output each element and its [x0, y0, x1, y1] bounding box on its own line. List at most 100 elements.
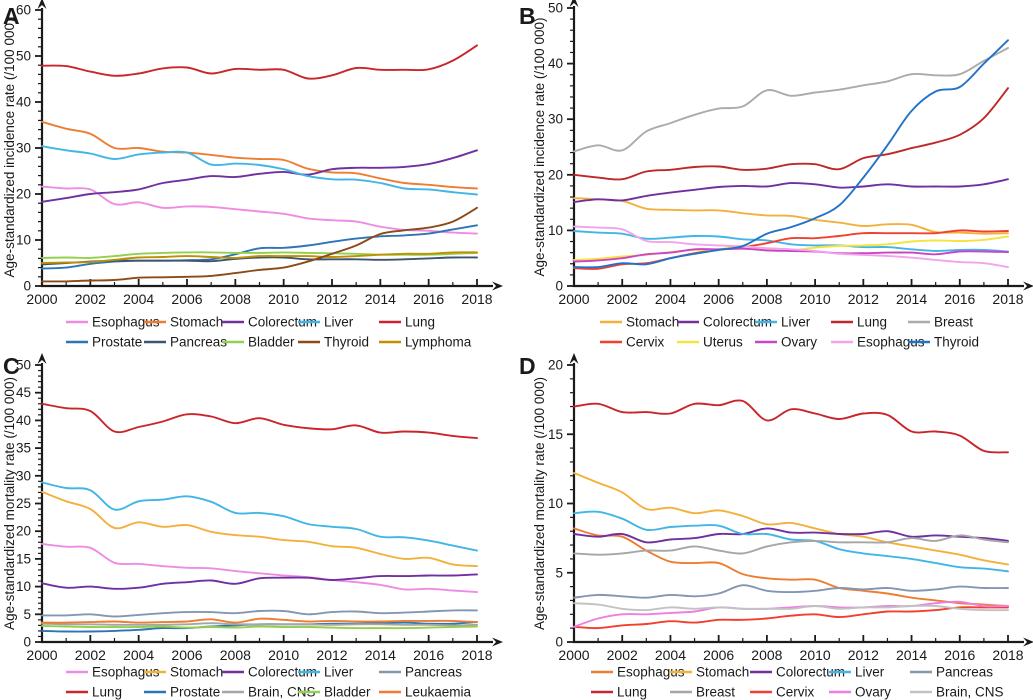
series-line-stomach [573, 197, 1009, 235]
panel-a-incidence-chart: 0 10 20 30 40 50 60 2000 2002 2004 2006 2008 2010 201… [2, 0, 503, 350]
x-tick-label: 2014 [365, 647, 396, 663]
series-line-brain-cns [573, 602, 1009, 612]
series-line-colorectum [41, 149, 478, 203]
legend-label-esophagus: Esophagus [92, 315, 160, 330]
y-tick-label: 45 [16, 385, 31, 400]
series-line-lung [573, 87, 1009, 181]
legend-label-thyroid: Thyroid [324, 335, 369, 350]
x-tick-label: 2012 [316, 291, 347, 307]
x-tick-label: 2000 [26, 647, 57, 663]
x-tick-label: 2008 [751, 647, 782, 663]
series-line-lung [41, 402, 478, 440]
legend-label-pancreas: Pancreas [170, 335, 227, 350]
legend-label-colorectum: Colorectum [776, 665, 845, 680]
x-tick-label: 2018 [461, 647, 492, 663]
x-tick-label: 2014 [896, 291, 927, 307]
y-tick-label: 35 [16, 441, 31, 456]
series-line-thyroid [41, 206, 478, 283]
legend-label-cervix: Cervix [626, 335, 665, 350]
y-tick-label: 5 [555, 565, 563, 580]
x-axis-arrow-icon [492, 281, 503, 291]
y-tick-label: 20 [548, 167, 563, 182]
series-line-esophagus [41, 542, 478, 594]
y-tick-label: 40 [548, 56, 563, 71]
x-tick-label: 2000 [558, 291, 589, 307]
legend-label-lung: Lung [92, 685, 122, 700]
y-axis-arrow-icon [569, 0, 579, 7]
series-line-breast [573, 47, 1009, 153]
x-tick-label: 2010 [800, 647, 831, 663]
x-tick-label: 2008 [220, 291, 251, 307]
y-tick-label: 50 [548, 1, 563, 16]
x-tick-label: 2002 [607, 647, 638, 663]
x-tick-label: 2008 [220, 647, 251, 663]
panel-letter: D [519, 353, 536, 379]
legend-label-stomach: Stomach [170, 665, 223, 680]
y-tick-label: 5 [23, 607, 31, 622]
legend-label-prostate: Prostate [92, 335, 142, 350]
series-line-stomach [573, 472, 1009, 566]
legend-label-stomach: Stomach [170, 315, 223, 330]
series-line-lymphoma [41, 251, 478, 264]
panel-letter: B [519, 3, 536, 29]
legend-label-pancreas: Pancreas [405, 665, 462, 680]
x-tick-label: 2012 [848, 291, 879, 307]
y-axis-title: Age-standardized incidence rate (/100 00… [2, 19, 17, 278]
legend-label-ovary: Ovary [781, 335, 817, 350]
series-line-ovary [573, 247, 1009, 263]
series-line-pancreas [41, 609, 478, 618]
legend-label-bladder: Bladder [248, 335, 295, 350]
legend-label-liver: Liver [781, 315, 811, 330]
x-tick-label: 2000 [558, 647, 589, 663]
series-line-cervix [573, 606, 1009, 630]
series-line-leukaemia [41, 617, 478, 624]
x-tick-label: 2014 [365, 291, 396, 307]
x-tick-label: 2018 [992, 291, 1023, 307]
legend-label-breast: Breast [934, 315, 973, 330]
y-tick-label: 50 [16, 358, 31, 373]
series-line-liver [41, 481, 478, 552]
series-line-breast [573, 534, 1009, 556]
series-line-stomach [41, 120, 478, 190]
x-tick-label: 2004 [655, 647, 686, 663]
legend-label-bladder: Bladder [324, 685, 371, 700]
legend-label-liver: Liver [324, 315, 354, 330]
y-tick-label: 20 [548, 358, 563, 373]
legend-label-stomach: Stomach [696, 665, 749, 680]
legend-label-lymphoma: Lymphoma [405, 335, 472, 350]
legend-label-esophagus: Esophagus [857, 335, 925, 350]
y-tick-label: 10 [548, 223, 563, 238]
legend-label-thyroid: Thyroid [934, 335, 979, 350]
y-tick-label: 0 [555, 635, 563, 650]
legend-label-lung: Lung [617, 685, 647, 700]
series-line-brain-cns [41, 622, 478, 627]
x-tick-label: 2018 [992, 647, 1023, 663]
y-tick-label: 10 [16, 579, 31, 594]
series-line-liver [41, 145, 478, 196]
series-line-colorectum [41, 573, 478, 590]
y-axis-title: Age-standardized incidence rate (/100 00… [532, 18, 547, 277]
panel-letter: A [3, 3, 20, 29]
legend-label-colorectum: Colorectum [703, 315, 772, 330]
y-tick-label: 10 [16, 233, 31, 248]
y-tick-label: 15 [16, 551, 31, 566]
legend-label-colorectum: Colorectum [248, 315, 317, 330]
series-line-stomach [41, 490, 478, 568]
legend-label-liver: Liver [855, 665, 885, 680]
legend-label-esophagus: Esophagus [617, 665, 685, 680]
x-tick-label: 2002 [75, 291, 106, 307]
x-tick-label: 2012 [316, 647, 347, 663]
legend-label-pancreas: Pancreas [936, 665, 993, 680]
y-tick-label: 30 [548, 112, 563, 127]
x-tick-label: 2018 [461, 291, 492, 307]
x-axis-arrow-icon [1023, 281, 1033, 291]
legend-label-liver: Liver [324, 665, 354, 680]
y-tick-label: 0 [23, 279, 31, 294]
y-tick-label: 15 [548, 427, 563, 442]
x-tick-label: 2016 [944, 647, 975, 663]
legend-label-uterus: Uterus [703, 335, 743, 350]
x-tick-label: 2016 [413, 647, 444, 663]
series-line-uterus [573, 235, 1009, 261]
y-axis-arrow-icon [37, 353, 47, 364]
